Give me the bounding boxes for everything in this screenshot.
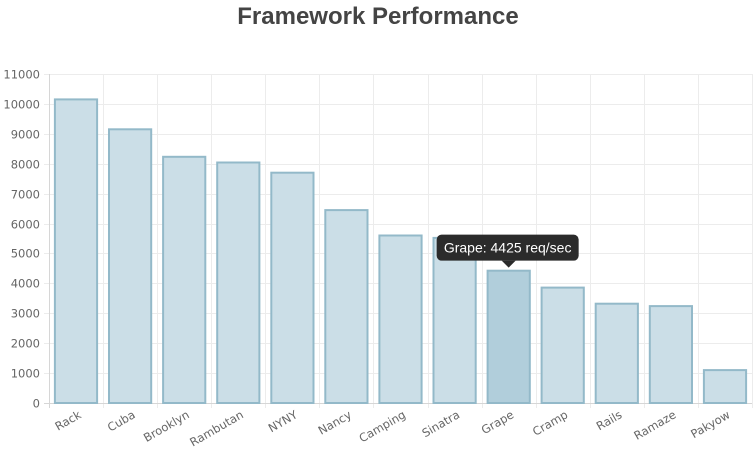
- bar-pakyow[interactable]: [702, 369, 748, 405]
- bar-rack[interactable]: [53, 98, 99, 405]
- y-tick-label: 8000: [11, 158, 40, 172]
- x-tick-label: Cramp: [530, 407, 570, 438]
- x-tick-label: Nancy: [316, 407, 354, 437]
- bar-ramaze[interactable]: [648, 305, 693, 405]
- tooltip-box: [436, 234, 579, 261]
- bar-nancy[interactable]: [324, 209, 369, 404]
- y-tick-label: 11000: [3, 68, 40, 82]
- chart-title: Framework Performance: [237, 3, 519, 30]
- x-tick-label: Sinatra: [419, 407, 462, 440]
- tooltip-caret: [501, 260, 516, 268]
- bars: [53, 98, 748, 405]
- x-tick-label: Rails: [594, 407, 625, 433]
- grid-lines: [44, 74, 753, 408]
- x-tick-label: Camping: [357, 407, 408, 445]
- x-tick-label: Brooklyn: [141, 407, 192, 444]
- bar-camping[interactable]: [378, 234, 423, 404]
- tooltip-text: Grape: 4425 req/sec: [444, 240, 572, 256]
- bar-cuba[interactable]: [108, 128, 153, 405]
- tooltip: Grape: 4425 req/sec: [436, 234, 579, 268]
- bar-rambutan[interactable]: [216, 161, 261, 404]
- x-tick-label: Cuba: [105, 407, 138, 434]
- y-tick-label: 7000: [11, 188, 40, 202]
- x-tick-label: Rambutan: [187, 407, 245, 449]
- y-tick-label: 0: [33, 397, 40, 411]
- y-tick-labels: 0 1000 2000 3000 4000 5000 6000 7000 8000 9000 100…: [3, 68, 40, 411]
- bar-cramp[interactable]: [540, 286, 585, 405]
- bar-rails[interactable]: [594, 302, 639, 405]
- x-tick-label: Pakyow: [688, 407, 732, 441]
- y-tick-label: 5000: [11, 247, 40, 261]
- x-tick-label: NYNY: [266, 407, 301, 435]
- y-tick-label: 6000: [11, 218, 40, 232]
- y-tick-label: 4000: [11, 277, 40, 291]
- x-tick-label: Rack: [52, 407, 83, 433]
- y-tick-label: 10000: [3, 98, 40, 112]
- y-tick-label: 2000: [11, 337, 40, 351]
- x-tick-label: Ramaze: [631, 407, 678, 442]
- y-tick-label: 1000: [11, 367, 40, 381]
- y-tick-label: 9000: [11, 128, 40, 142]
- bar-nyny[interactable]: [270, 171, 315, 404]
- bar-grape[interactable]: [486, 269, 531, 405]
- bar-brooklyn[interactable]: [162, 155, 207, 404]
- bar-sinatra[interactable]: [432, 236, 477, 404]
- x-tick-label: Grape: [479, 407, 516, 437]
- y-tick-label: 3000: [11, 307, 40, 321]
